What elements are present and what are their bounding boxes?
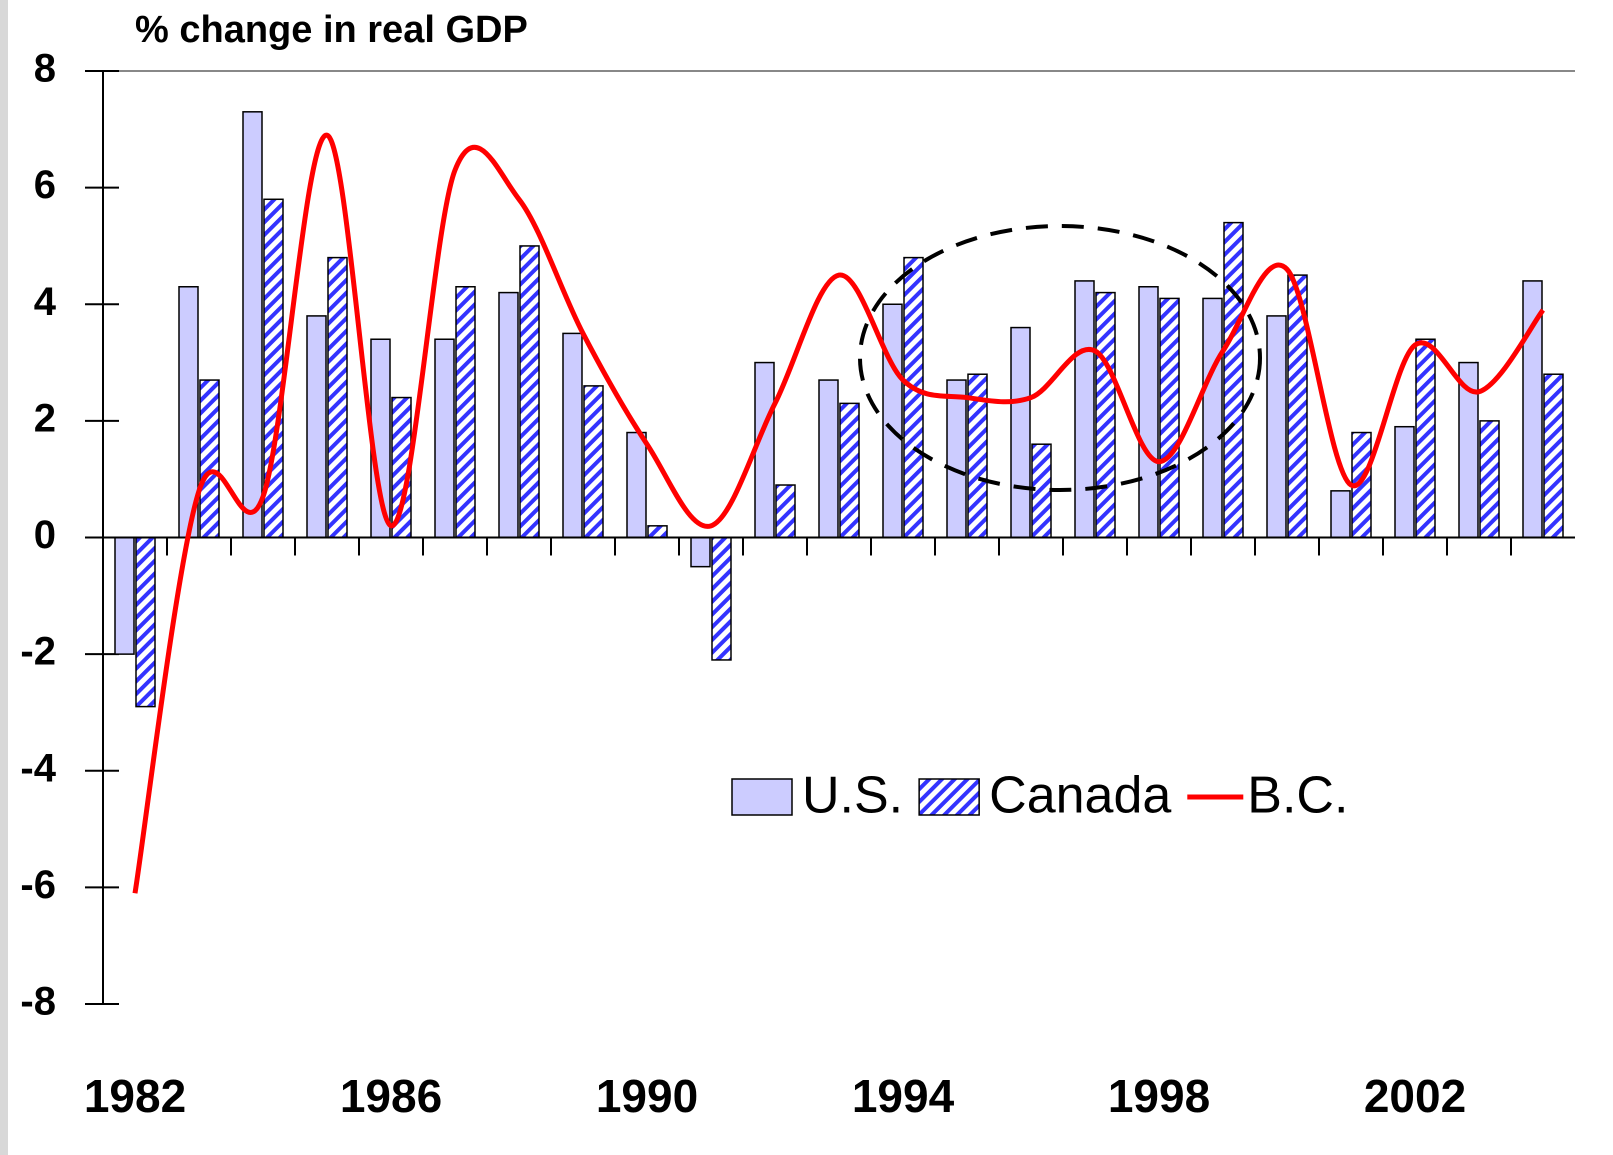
bar [1543, 373, 1564, 539]
chart-title: % change in real GDP [135, 9, 528, 51]
x-tick-label: 1982 [84, 1070, 186, 1122]
left-edge [0, 0, 8, 1155]
line [132, 132, 1546, 894]
highlight-ellipse [858, 224, 1262, 492]
legend-label: U.S. [802, 767, 903, 825]
x-tick-label: 2002 [1364, 1070, 1466, 1122]
legend-label: Canada [989, 767, 1171, 825]
bar [434, 338, 455, 539]
y-tick-label: 0 [34, 513, 56, 557]
bar [498, 291, 519, 539]
bar [754, 361, 775, 539]
y-tick-label: -8 [20, 980, 56, 1024]
y-tick-label: -2 [20, 630, 56, 674]
bar [583, 385, 604, 539]
bar [903, 256, 924, 539]
bar [1074, 280, 1095, 539]
bar [647, 525, 668, 539]
x-tick-label: 1990 [596, 1070, 698, 1122]
bar [882, 303, 903, 539]
bar [1330, 490, 1351, 539]
bar [839, 402, 860, 539]
legend-swatch [918, 778, 980, 816]
bar [1415, 338, 1436, 539]
bar [306, 315, 327, 539]
x-tick-label: 1986 [340, 1070, 442, 1122]
bar [711, 536, 732, 661]
bar [327, 256, 348, 539]
y-tick-label: -4 [20, 746, 56, 790]
legend-swatch [731, 778, 793, 816]
bar [1095, 291, 1116, 539]
bar [242, 111, 263, 539]
bar [1159, 297, 1180, 539]
bar [199, 379, 220, 539]
bar [135, 536, 156, 708]
bar [519, 245, 540, 539]
y-tick-label: -6 [20, 863, 56, 907]
bar [1202, 297, 1223, 539]
bar [455, 286, 476, 539]
bar [690, 536, 711, 568]
bar [775, 484, 796, 539]
y-tick-label: 6 [34, 163, 56, 207]
y-tick-label: 2 [34, 396, 56, 440]
bar [1266, 315, 1287, 539]
bar [562, 332, 583, 539]
x-tick-label: 1998 [1108, 1070, 1210, 1122]
x-tick-label: 1994 [852, 1070, 955, 1122]
y-tick-label: 4 [34, 280, 57, 324]
bar [818, 379, 839, 539]
legend-label: B.C. [1247, 767, 1348, 825]
bar [1223, 221, 1244, 539]
bar [626, 431, 647, 539]
bar [1394, 425, 1415, 539]
y-tick-label: 8 [34, 47, 56, 91]
bar [946, 379, 967, 539]
bar [1010, 326, 1031, 539]
bar [1138, 286, 1159, 539]
bar [1479, 420, 1500, 539]
bar [114, 536, 135, 655]
